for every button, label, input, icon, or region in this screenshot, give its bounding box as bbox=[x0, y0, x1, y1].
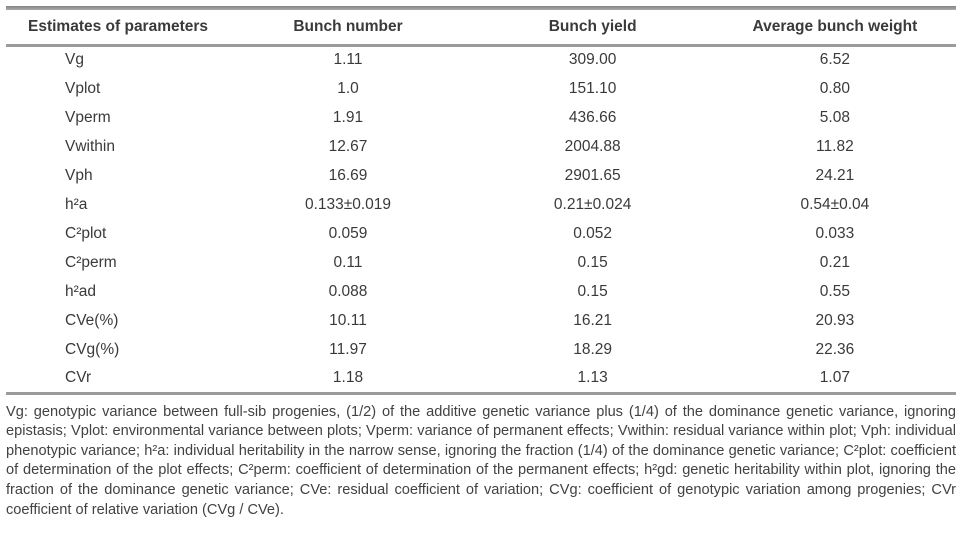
col-header-bunch-number: Bunch number bbox=[224, 10, 472, 47]
value-cell: 0.21 bbox=[819, 253, 850, 271]
table-footnote: Vg: genotypic variance between full-sib … bbox=[6, 403, 956, 518]
value-cell: 16.21 bbox=[573, 311, 613, 329]
value-cell: 0.15 bbox=[577, 253, 608, 271]
table-row: CVr 1.18 1.13 1.07 bbox=[6, 364, 956, 395]
value-cell: 0.052 bbox=[573, 224, 613, 242]
value-cell: 0.11 bbox=[333, 253, 363, 271]
value-cell: 1.11 bbox=[333, 51, 363, 69]
param-cell: Vg bbox=[65, 51, 84, 69]
value-cell: 0.059 bbox=[328, 224, 368, 242]
table-row: Vph 16.69 2901.65 24.21 bbox=[6, 161, 956, 190]
table-row: Vplot 1.0 151.10 0.80 bbox=[6, 74, 956, 103]
table-row: CVe(%) 10.11 16.21 20.93 bbox=[6, 306, 956, 335]
value-cell: 6.52 bbox=[819, 51, 850, 69]
table-header: Estimates of parameters Bunch number Bun… bbox=[6, 10, 956, 47]
value-cell: 1.13 bbox=[471, 364, 714, 395]
value-cell: 10.11 bbox=[329, 311, 367, 329]
col-header-average-bunch-weight: Average bunch weight bbox=[713, 10, 956, 47]
table-row: C²plot 0.059 0.052 0.033 bbox=[6, 219, 956, 248]
col-header-parameters: Estimates of parameters bbox=[6, 10, 225, 47]
value-cell: 1.07 bbox=[713, 364, 956, 395]
table-row: Vwithin 12.67 2004.88 11.82 bbox=[6, 132, 956, 161]
value-cell: 0.033 bbox=[815, 224, 855, 242]
value-cell: 1.91 bbox=[332, 108, 364, 126]
value-cell: 2004.88 bbox=[564, 137, 621, 155]
value-cell: 20.93 bbox=[815, 311, 855, 329]
table-row: C²perm 0.11 0.15 0.21 bbox=[6, 248, 956, 277]
value-cell: 11.97 bbox=[329, 340, 367, 358]
value-cell: 151.10 bbox=[568, 79, 617, 97]
table-body: Vg 1.11 309.00 6.52 Vplot 1.0 151.10 0.8… bbox=[6, 45, 956, 395]
table-row: h²ad 0.088 0.15 0.55 bbox=[6, 277, 956, 306]
estimates-table: Estimates of parameters Bunch number Bun… bbox=[6, 10, 956, 395]
value-cell: 11.82 bbox=[816, 137, 854, 155]
value-cell: 309.00 bbox=[568, 51, 617, 69]
value-cell: 18.29 bbox=[573, 340, 613, 358]
value-cell: 0.15 bbox=[577, 282, 608, 300]
param-cell: Vph bbox=[65, 166, 93, 184]
value-cell: 0.088 bbox=[328, 282, 368, 300]
value-cell: 2901.65 bbox=[564, 166, 621, 184]
param-cell: h²ad bbox=[65, 282, 97, 300]
value-cell: 22.36 bbox=[815, 340, 855, 358]
value-cell: 1.0 bbox=[337, 79, 359, 97]
table-top-rule bbox=[6, 6, 956, 10]
value-cell: 12.67 bbox=[328, 137, 368, 155]
table-row: Vg 1.11 309.00 6.52 bbox=[6, 45, 956, 74]
param-cell: h²a bbox=[65, 195, 88, 213]
param-cell: Vplot bbox=[65, 79, 101, 97]
value-cell: 0.133±0.019 bbox=[304, 195, 392, 213]
header-row: Estimates of parameters Bunch number Bun… bbox=[6, 10, 956, 47]
table-row: h²a 0.133±0.019 0.21±0.024 0.54±0.04 bbox=[6, 190, 956, 219]
col-header-bunch-yield: Bunch yield bbox=[471, 10, 714, 47]
value-cell: 436.66 bbox=[568, 108, 617, 126]
param-cell: C²perm bbox=[65, 253, 117, 271]
value-cell: 0.21±0.024 bbox=[553, 195, 632, 213]
value-cell: 0.54±0.04 bbox=[800, 195, 870, 213]
param-cell: C²plot bbox=[65, 224, 107, 242]
value-cell: 1.18 bbox=[224, 364, 472, 395]
value-cell: 24.21 bbox=[815, 166, 855, 184]
param-cell: Vperm bbox=[65, 108, 111, 126]
value-cell: 0.80 bbox=[819, 79, 850, 97]
table-row: Vperm 1.91 436.66 5.08 bbox=[6, 103, 956, 132]
value-cell: 16.69 bbox=[328, 166, 368, 184]
param-cell: CVr bbox=[6, 364, 225, 395]
param-cell: CVe(%) bbox=[65, 311, 119, 329]
param-cell: Vwithin bbox=[65, 137, 115, 155]
value-cell: 5.08 bbox=[819, 108, 850, 126]
value-cell: 0.55 bbox=[819, 282, 850, 300]
table-row: CVg(%) 11.97 18.29 22.36 bbox=[6, 335, 956, 364]
param-cell: CVg(%) bbox=[65, 340, 120, 358]
